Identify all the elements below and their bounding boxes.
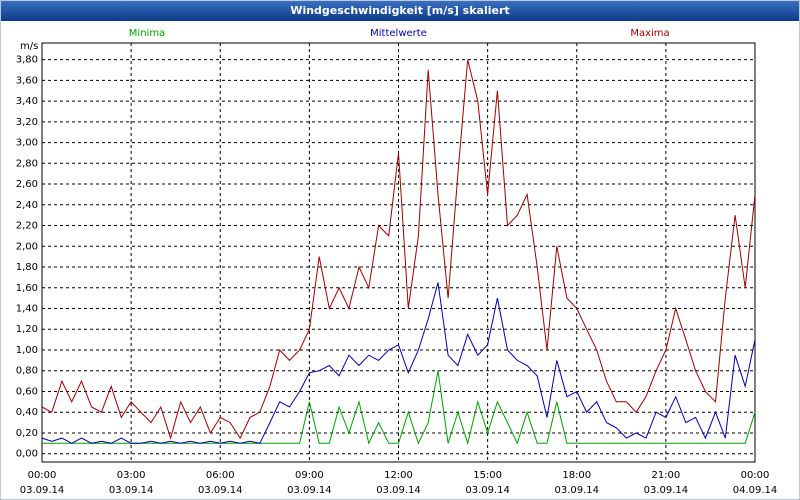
y-tick-label: 0,20: [16, 428, 38, 439]
y-tick-label: 2,40: [16, 200, 38, 211]
x-tick-date: 03.09.14: [287, 485, 332, 496]
x-tick-date: 03.09.14: [109, 485, 154, 496]
y-tick-label: 3,80: [16, 55, 38, 66]
data-line: [41, 59, 756, 440]
x-tick-label: 21:00: [651, 470, 680, 481]
y-tick-label: 1,60: [16, 283, 38, 294]
x-tick-label: 00:00: [28, 470, 57, 481]
x-tick-label: 18:00: [562, 470, 591, 481]
legend-entry: Minima: [129, 28, 165, 39]
y-tick-label: 0,40: [16, 407, 38, 418]
y-tick-label: 3,40: [16, 96, 38, 107]
y-tick-label: 1,20: [16, 324, 38, 335]
y-tick-label: 2,20: [16, 221, 38, 232]
x-tick-label: 12:00: [384, 470, 413, 481]
x-tick-date: 03.09.14: [554, 485, 599, 496]
x-tick-date: 03.09.14: [644, 485, 689, 496]
y-tick-label: 3,00: [16, 138, 38, 149]
x-tick-label: 00:00: [741, 470, 770, 481]
y-tick-label: 3,20: [16, 117, 38, 128]
y-tick-label: 1,40: [16, 304, 38, 315]
y-tick-label: 1,00: [16, 345, 38, 356]
x-tick-date: 03.09.14: [465, 485, 510, 496]
x-tick-label: 15:00: [473, 470, 502, 481]
x-tick-label: 06:00: [206, 470, 235, 481]
x-tick-date: 03.09.14: [198, 485, 243, 496]
title-bar: [1, 1, 799, 21]
y-tick-label: 0,00: [16, 449, 38, 460]
x-tick-label: 09:00: [295, 470, 324, 481]
chart-title: Windgeschwindigkeit [m/s] skaliert: [290, 4, 509, 17]
y-axis-label: m/s: [20, 41, 38, 52]
legend-entry: Maxima: [630, 28, 669, 39]
y-tick-label: 0,80: [16, 366, 38, 377]
y-tick-label: 0,60: [16, 386, 38, 397]
data-line: [41, 282, 756, 444]
y-tick-label: 1,80: [16, 262, 38, 273]
y-tick-label: 3,60: [16, 75, 38, 86]
legend-entry: Mittelwerte: [370, 28, 427, 39]
x-tick-date: 04.09.14: [733, 485, 778, 496]
x-tick-label: 03:00: [117, 470, 146, 481]
x-tick-date: 03.09.14: [20, 485, 65, 496]
y-tick-label: 2,00: [16, 241, 38, 252]
y-tick-label: 2,60: [16, 179, 38, 190]
x-tick-date: 03.09.14: [376, 485, 421, 496]
y-tick-label: 2,80: [16, 158, 38, 169]
